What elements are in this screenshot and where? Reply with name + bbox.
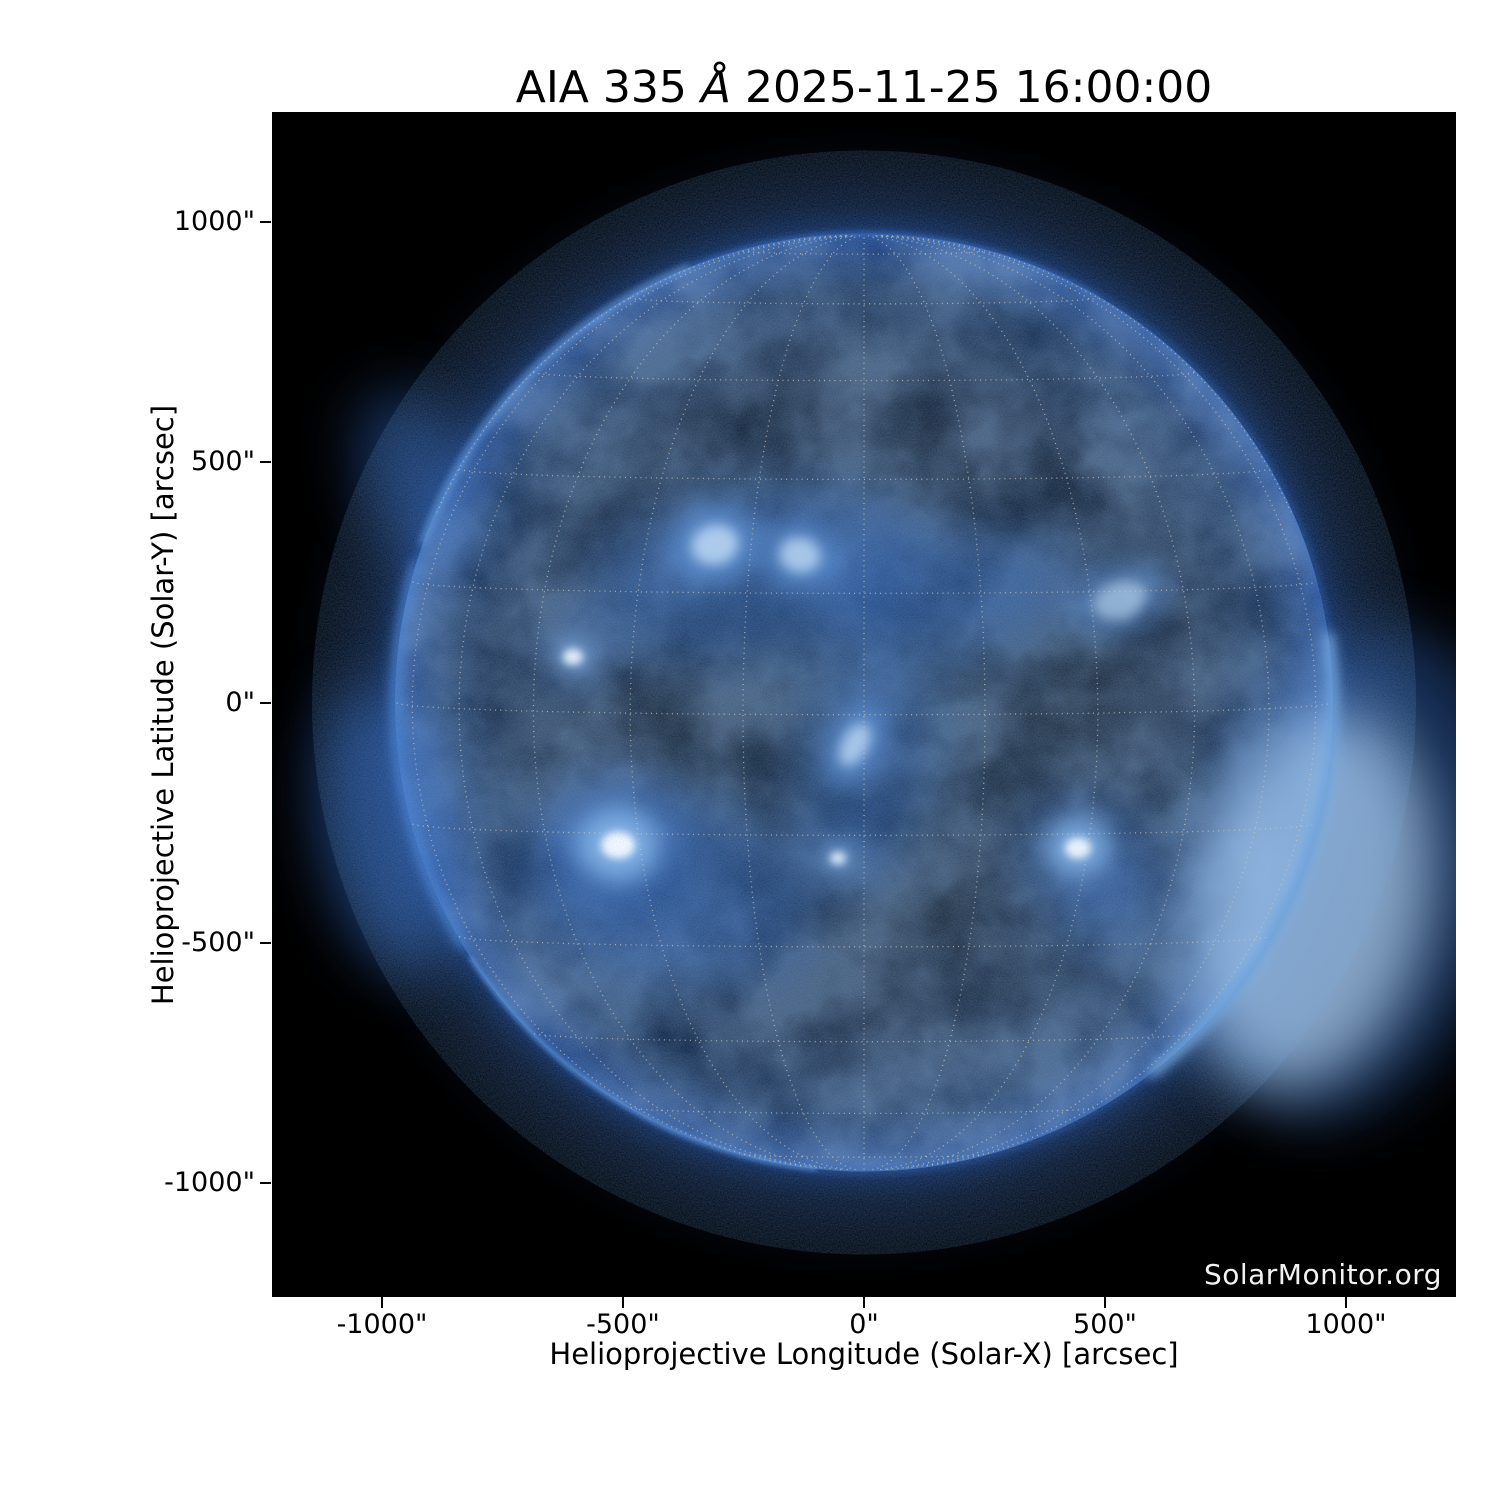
plot-title: AIA 335 Å 2025-11-25 16:00:00: [264, 62, 1464, 113]
y-tick-label: 0": [225, 686, 255, 718]
plot-area: SolarMonitor.org: [272, 112, 1456, 1297]
x-tick-mark: [622, 1297, 624, 1308]
heliographic-grid: [396, 234, 1332, 1171]
x-tick-label: -1000": [336, 1309, 428, 1340]
x-tick-mark: [863, 1297, 865, 1308]
x-tick-mark: [381, 1297, 383, 1308]
x-tick-label: 500": [1073, 1309, 1137, 1340]
x-tick-mark: [1345, 1297, 1347, 1308]
x-tick-label: -500": [586, 1309, 660, 1340]
y-tick-mark: [260, 1182, 271, 1184]
y-tick-label: -1000": [164, 1167, 255, 1198]
y-axis-label: Helioprojective Latitude (Solar-Y) [arcs…: [146, 404, 180, 1006]
y-tick-label: -500": [181, 926, 255, 958]
x-tick-label: 1000": [1305, 1309, 1387, 1340]
watermark: SolarMonitor.org: [1203, 1258, 1442, 1291]
y-tick-mark: [260, 941, 271, 944]
title-instrument: AIA 335: [515, 62, 701, 113]
solar-euv-svg: [272, 112, 1456, 1297]
y-tick-mark: [260, 701, 271, 704]
y-tick-label: 1000": [173, 206, 255, 237]
title-datetime: 2025-11-25 16:00:00: [730, 62, 1213, 113]
x-axis-label: Helioprojective Longitude (Solar-X) [arc…: [549, 1337, 1179, 1371]
y-tick-mark: [260, 221, 271, 223]
title-angstrom-symbol: Å: [700, 62, 731, 113]
x-tick-mark: [1104, 1297, 1106, 1308]
y-tick-label: 500": [191, 446, 255, 478]
y-tick-mark: [260, 461, 271, 464]
x-tick-label: 0": [849, 1309, 879, 1340]
